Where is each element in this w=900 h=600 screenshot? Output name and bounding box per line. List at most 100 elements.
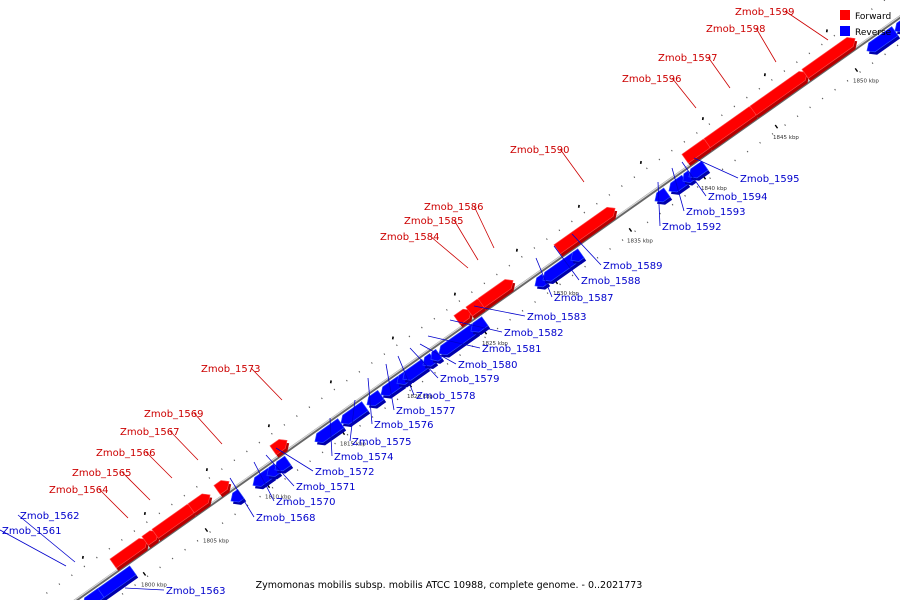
leader-line xyxy=(253,461,275,502)
minor-tick xyxy=(321,397,323,400)
gene-label-zmob-1568: Zmob_1568 xyxy=(256,513,316,524)
leader-line xyxy=(473,205,495,249)
gene-label-zmob-1577: Zmob_1577 xyxy=(396,406,456,417)
leader-line xyxy=(275,447,314,472)
minor-tick xyxy=(108,547,111,550)
minor-tick xyxy=(521,255,523,258)
minor-tick xyxy=(658,158,661,161)
leader-line xyxy=(671,167,685,212)
gene-arrow-zmob-1599 xyxy=(801,37,858,82)
leader-line xyxy=(571,233,602,266)
gene-label-zmob-1564: Zmob_1564 xyxy=(49,485,109,496)
minor-tick xyxy=(408,335,411,338)
minor-tick xyxy=(721,168,724,171)
minor-tick xyxy=(871,8,873,11)
minor-tick xyxy=(821,97,824,100)
kbp-label: 1835 kbp xyxy=(627,238,653,244)
minor-tick xyxy=(484,336,486,339)
legend-reverse-label: Reverse xyxy=(855,28,892,38)
minor-tick xyxy=(721,114,723,117)
minor-tick xyxy=(633,176,636,179)
minor-tick xyxy=(396,344,398,347)
minor-tick xyxy=(421,380,424,383)
minor-tick xyxy=(433,317,436,320)
leader-line xyxy=(145,451,173,479)
minor-tick xyxy=(358,370,361,373)
minor-tick xyxy=(696,186,699,188)
minor-tick xyxy=(333,388,336,391)
leader-line xyxy=(193,412,223,445)
minor-tick xyxy=(609,248,611,250)
minor-tick xyxy=(796,115,799,118)
leader-line xyxy=(17,514,76,563)
gene-label-zmob-1582: Zmob_1582 xyxy=(504,328,564,339)
minor-tick xyxy=(758,87,761,90)
minor-tick xyxy=(546,292,549,295)
leader-line xyxy=(671,77,697,109)
minor-tick xyxy=(208,477,211,479)
minor-tick xyxy=(259,495,261,498)
minor-tick xyxy=(708,123,711,126)
gene-arrow-fragment-2 xyxy=(894,20,900,35)
minor-tick xyxy=(296,415,298,417)
minor-tick xyxy=(134,584,136,586)
minor-tick xyxy=(196,485,198,488)
leader-line xyxy=(349,399,356,442)
minor-tick xyxy=(146,521,148,524)
gene-label-zmob-1584: Zmob_1584 xyxy=(380,232,440,243)
minor-tick xyxy=(308,406,311,409)
gene-arrow-zmob-1568 xyxy=(230,489,247,505)
gene-label-zmob-1597: Zmob_1597 xyxy=(658,53,718,64)
minor-tick xyxy=(709,177,711,180)
minor-tick xyxy=(746,96,748,99)
legend-forward-swatch xyxy=(840,10,850,20)
gene-arrow-fragment-3 xyxy=(83,588,106,600)
leader-line xyxy=(250,367,283,401)
minor-tick xyxy=(621,239,624,241)
gene-label-zmob-1585: Zmob_1585 xyxy=(404,216,464,227)
minor-tick xyxy=(896,44,899,47)
minor-tick xyxy=(634,230,636,233)
minor-tick xyxy=(496,273,498,276)
minor-tick xyxy=(783,70,786,72)
minor-tick xyxy=(446,308,448,311)
minor-tick xyxy=(784,124,786,126)
minor-tick xyxy=(58,583,61,586)
gene-arrow-zmob-1584 xyxy=(453,308,474,328)
kbp-major-tick xyxy=(204,527,209,533)
minor-tick xyxy=(71,574,73,577)
minor-tick xyxy=(883,0,886,2)
gene-label-zmob-1566: Zmob_1566 xyxy=(96,448,156,459)
leader-line xyxy=(535,257,553,298)
minor-tick xyxy=(221,522,224,525)
leader-line xyxy=(385,363,395,411)
minor-tick xyxy=(771,78,773,81)
label-leader-lines xyxy=(0,10,829,591)
gene-label-zmob-1579: Zmob_1579 xyxy=(440,374,500,385)
kbp-label: 1810 kbp xyxy=(265,495,291,501)
leader-line xyxy=(229,477,255,518)
minor-tick xyxy=(133,530,136,532)
leader-line xyxy=(419,343,457,365)
minor-tick xyxy=(158,512,161,515)
leader-line xyxy=(0,529,67,567)
minor-tick xyxy=(271,486,274,489)
gene-label-zmob-1599: Zmob_1599 xyxy=(735,7,795,18)
minor-tick xyxy=(246,504,249,507)
gene-label-zmob-1571: Zmob_1571 xyxy=(296,482,356,493)
gene-arrow-zmob-1590 xyxy=(553,206,618,257)
minor-tick xyxy=(284,478,286,480)
minor-tick xyxy=(409,389,411,392)
map-caption: Zymomonas mobilis subsp. mobilis ATCC 10… xyxy=(256,580,643,591)
minor-tick xyxy=(396,398,399,401)
gene-label-zmob-1580: Zmob_1580 xyxy=(458,360,518,371)
minor-tick xyxy=(884,53,886,56)
minor-tick xyxy=(733,105,736,108)
gene-arrow-zmob-1564 xyxy=(109,538,150,571)
gene-label-zmob-1593: Zmob_1593 xyxy=(686,207,746,218)
minor-tick xyxy=(346,379,348,382)
gene-label-zmob-1573: Zmob_1573 xyxy=(201,364,261,375)
minor-tick xyxy=(246,450,248,453)
minor-tick xyxy=(646,221,649,224)
